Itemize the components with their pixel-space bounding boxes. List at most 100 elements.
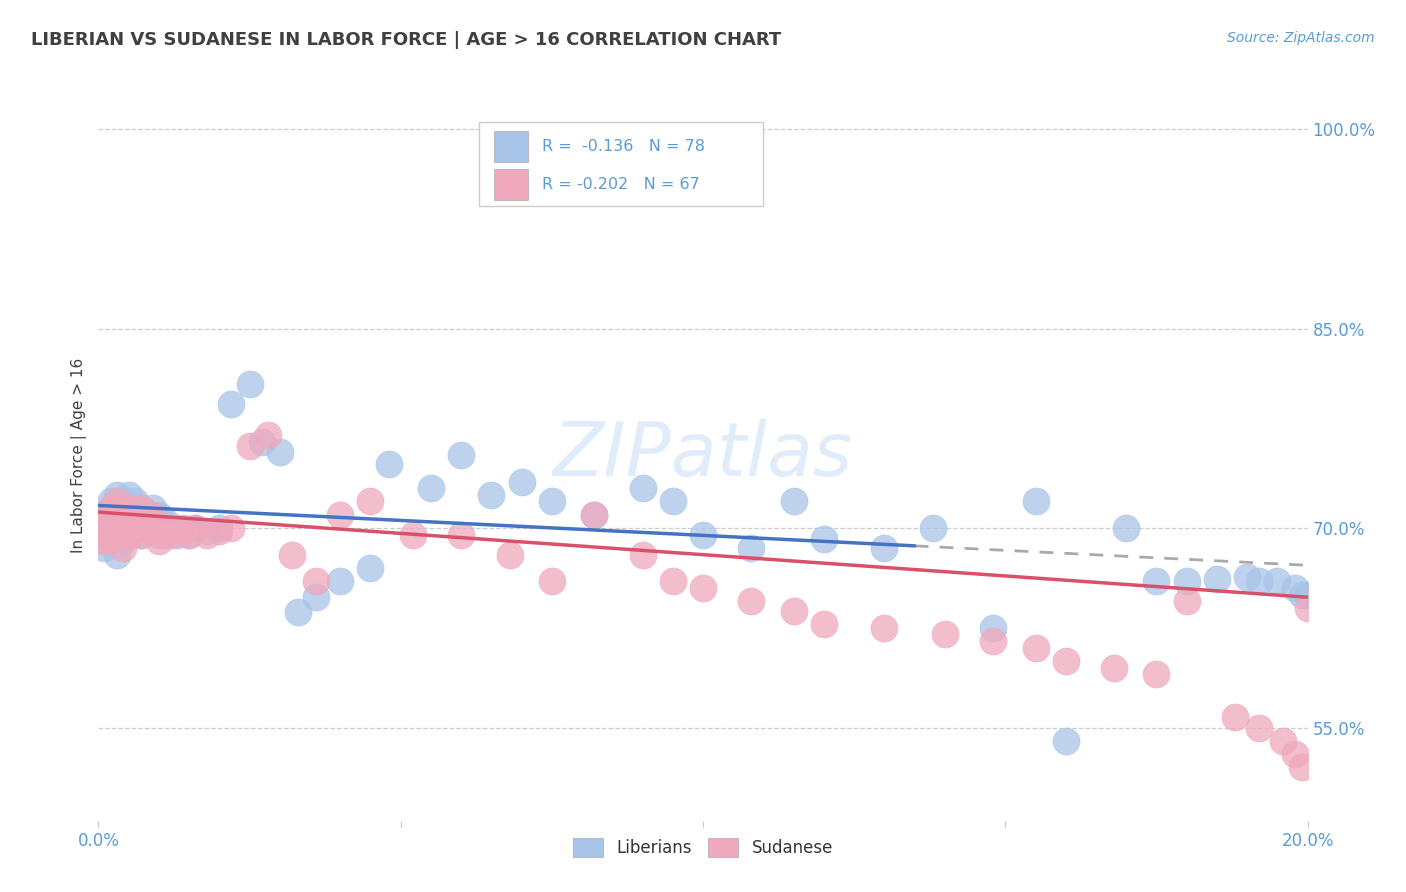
Point <box>148 508 170 522</box>
Point <box>1284 581 1306 595</box>
Bar <box>494 169 527 200</box>
Point <box>1206 572 1229 586</box>
Point <box>934 627 956 641</box>
Point <box>692 581 714 595</box>
Point <box>135 521 157 535</box>
Point <box>1054 734 1077 748</box>
Point <box>360 561 382 575</box>
Point <box>148 521 170 535</box>
Point <box>981 621 1004 635</box>
Point <box>118 488 141 502</box>
Point <box>118 521 141 535</box>
Point <box>142 508 165 522</box>
Point <box>281 548 304 562</box>
Point <box>402 527 425 541</box>
Point <box>981 634 1004 648</box>
Point <box>631 548 654 562</box>
Point <box>1291 760 1313 774</box>
Point <box>105 527 128 541</box>
Point <box>661 574 683 589</box>
Point <box>124 521 146 535</box>
Point <box>329 574 352 589</box>
Point <box>1236 570 1258 584</box>
Point <box>179 527 201 541</box>
Point <box>1249 721 1271 735</box>
Point <box>111 521 134 535</box>
Point <box>583 508 606 522</box>
Point <box>239 377 262 392</box>
Point <box>813 616 835 631</box>
Point <box>129 527 152 541</box>
Point <box>111 541 134 555</box>
Point <box>160 527 183 541</box>
Text: R = -0.202   N = 67: R = -0.202 N = 67 <box>543 177 700 192</box>
Point <box>93 521 115 535</box>
Point <box>661 494 683 508</box>
Point <box>1284 747 1306 761</box>
Point <box>583 508 606 522</box>
Point <box>153 527 176 541</box>
Point <box>142 501 165 516</box>
Point <box>329 508 352 522</box>
Point <box>239 439 262 453</box>
Point <box>208 521 231 535</box>
Point <box>1223 710 1246 724</box>
Point <box>221 521 243 535</box>
Point <box>450 527 472 541</box>
Text: R =  -0.136   N = 78: R = -0.136 N = 78 <box>543 139 706 153</box>
Point <box>105 515 128 529</box>
Point <box>100 521 122 535</box>
Point <box>111 534 134 549</box>
Point <box>250 434 273 449</box>
Point <box>740 594 762 608</box>
Point <box>873 621 896 635</box>
Y-axis label: In Labor Force | Age > 16: In Labor Force | Age > 16 <box>72 358 87 552</box>
Point <box>1115 521 1137 535</box>
Point <box>105 488 128 502</box>
Point <box>1175 594 1198 608</box>
Point <box>172 521 194 535</box>
Point <box>129 515 152 529</box>
Point <box>195 524 218 538</box>
Point <box>631 481 654 495</box>
Point <box>93 521 115 535</box>
Point <box>124 508 146 522</box>
Point <box>111 521 134 535</box>
Point <box>118 501 141 516</box>
Point <box>172 524 194 538</box>
Point <box>148 534 170 549</box>
Point <box>783 494 806 508</box>
Point <box>184 521 207 535</box>
Point <box>1267 574 1289 589</box>
Point <box>118 515 141 529</box>
Point <box>105 501 128 516</box>
Point <box>740 541 762 555</box>
Point <box>124 494 146 508</box>
Point <box>450 448 472 462</box>
Point <box>105 494 128 508</box>
Text: ZIPatlas: ZIPatlas <box>553 419 853 491</box>
Point <box>166 527 188 541</box>
Point <box>100 501 122 516</box>
Point <box>783 603 806 617</box>
Point <box>135 508 157 522</box>
Point <box>1296 588 1319 602</box>
Point <box>1144 574 1167 589</box>
Point <box>100 521 122 535</box>
Point <box>129 527 152 541</box>
Point <box>148 521 170 535</box>
Point <box>481 488 503 502</box>
Point <box>93 508 115 522</box>
Point <box>1024 494 1046 508</box>
Point <box>105 515 128 529</box>
Point <box>692 527 714 541</box>
Point <box>377 457 399 471</box>
Point <box>269 445 291 459</box>
Point <box>129 501 152 516</box>
Point <box>118 527 141 541</box>
Point <box>360 494 382 508</box>
Point <box>129 515 152 529</box>
Point <box>129 501 152 516</box>
Point <box>124 521 146 535</box>
Point <box>118 501 141 516</box>
